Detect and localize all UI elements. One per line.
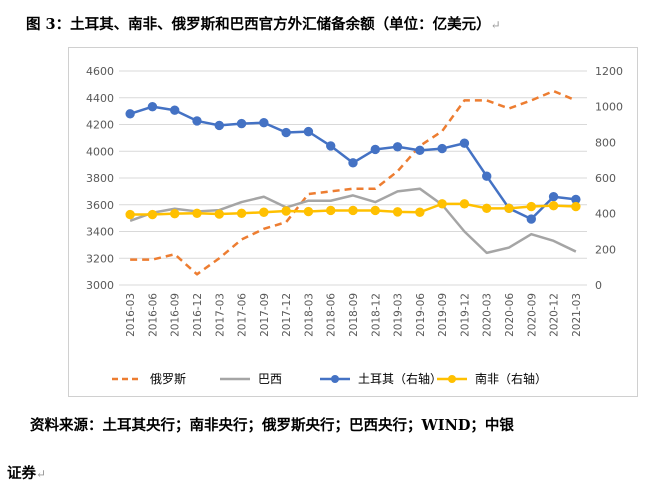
y-right-tick-label: 800 — [595, 136, 616, 149]
x-tick-label: 2021-03 — [571, 293, 583, 337]
y-left-tick-label: 4600 — [86, 65, 114, 78]
y-left-tick-label: 4000 — [86, 145, 114, 158]
x-tick-label: 2016-03 — [125, 293, 137, 337]
data-point — [392, 207, 403, 217]
x-tick-label: 2017-09 — [259, 293, 271, 337]
data-point — [548, 200, 559, 211]
data-point — [415, 207, 425, 217]
data-point — [459, 199, 470, 209]
x-tick-label: 2018-06 — [326, 293, 338, 337]
data-point — [236, 208, 247, 219]
data-point — [326, 205, 336, 216]
y-left-tick-label: 4400 — [86, 92, 114, 105]
data-point — [303, 206, 314, 217]
source-note-continued: 证券↵ — [7, 465, 47, 482]
data-point — [281, 127, 291, 138]
chart-frame: 3000 3200 3400 3600 3800 4000 4200 4400 4600 0 200… — [68, 47, 638, 397]
series-line — [129, 187, 577, 255]
data-point — [192, 208, 202, 219]
data-point — [482, 203, 492, 214]
data-point — [125, 109, 135, 119]
data-point — [326, 141, 336, 151]
legend-item: 俄罗斯 — [110, 370, 186, 387]
line-chart: 3000 3200 3400 3600 3800 4000 4200 4400 4600 0 200… — [86, 65, 623, 337]
data-point — [370, 144, 380, 155]
legend-label: 巴西 — [258, 372, 283, 386]
data-point — [526, 201, 536, 212]
data-point — [147, 101, 158, 112]
data-point — [482, 171, 492, 181]
legend-label: 南非（右轴） — [475, 372, 548, 386]
x-tick-label: 2020-12 — [549, 293, 561, 337]
legend-swatch-icon — [112, 377, 142, 380]
x-tick-label: 2019-12 — [459, 293, 471, 337]
x-tick-label: 2020-03 — [482, 293, 494, 337]
x-tick-label: 2018-12 — [370, 293, 382, 337]
legend-swatch-icon — [320, 374, 350, 383]
legend-item: 南非（右轴） — [435, 370, 547, 387]
legend-item: 土耳其（右轴） — [318, 370, 442, 387]
x-tick-label: 2019-03 — [393, 293, 405, 337]
data-point — [571, 201, 581, 212]
data-point — [348, 205, 358, 216]
data-point — [415, 145, 425, 156]
y-right-tick-label: 0 — [595, 279, 602, 292]
x-tick-label: 2016-09 — [170, 293, 182, 337]
x-tick-label: 2020-09 — [526, 293, 538, 337]
data-point — [236, 118, 247, 129]
y-right-tick-label: 1000 — [595, 101, 623, 114]
data-point — [459, 138, 470, 148]
data-point — [437, 143, 447, 154]
data-point — [170, 208, 180, 219]
y-left-tick-label: 4200 — [86, 119, 114, 132]
paragraph-mark-icon: ↵ — [490, 18, 501, 32]
series-line — [130, 89, 577, 276]
y-right-tick-label: 200 — [595, 243, 616, 256]
y-left-tick-label: 3000 — [86, 279, 114, 292]
data-point — [548, 192, 559, 202]
y-right-tick-label: 600 — [595, 172, 616, 185]
y-left-tick-label: 3400 — [86, 226, 114, 239]
source-note: 资料来源：土耳其央行；南非央行；俄罗斯央行；巴西央行；WIND；中银 — [30, 417, 514, 434]
paragraph-mark-icon: ↵ — [36, 467, 47, 481]
x-tick-label: 2019-09 — [437, 293, 449, 337]
y-left-tick-label: 3200 — [86, 252, 114, 265]
legend-label: 俄罗斯 — [150, 372, 187, 386]
figure-title: 图 3：土耳其、南非、俄罗斯和巴西官方外汇储备余额（单位：亿美元）↵ — [26, 16, 501, 33]
data-point — [370, 205, 380, 216]
x-tick-label: 2017-12 — [281, 293, 293, 337]
x-tick-label: 2017-06 — [237, 293, 249, 337]
data-point — [392, 142, 403, 152]
data-point — [259, 118, 269, 128]
data-point — [281, 206, 291, 216]
x-tick-label: 2016-06 — [147, 293, 159, 337]
data-point — [192, 116, 202, 126]
legend-item: 巴西 — [218, 370, 282, 387]
y-right-tick-label: 400 — [595, 208, 616, 221]
data-point — [348, 158, 358, 168]
chart-legend: 俄罗斯 巴西 土耳其（右轴） 南非（右轴） — [110, 370, 630, 388]
data-point — [125, 209, 135, 220]
data-point — [504, 203, 514, 214]
data-point — [437, 199, 447, 209]
x-tick-label: 2018-09 — [348, 293, 360, 337]
data-point — [526, 214, 536, 224]
legend-swatch-icon — [220, 377, 250, 380]
x-tick-label: 2020-06 — [504, 293, 516, 337]
data-point — [303, 126, 314, 137]
y-right-tick-label: 1200 — [595, 65, 623, 78]
x-tick-label: 2016-12 — [192, 293, 204, 337]
data-point — [170, 105, 180, 115]
data-point — [147, 209, 158, 220]
legend-swatch-icon — [437, 374, 467, 383]
data-point — [259, 207, 269, 217]
y-left-tick-label: 3800 — [86, 172, 114, 185]
x-tick-label: 2019-06 — [415, 293, 427, 337]
x-tick-label: 2018-03 — [303, 293, 315, 337]
legend-label: 土耳其（右轴） — [358, 372, 443, 386]
x-tick-label: 2017-03 — [214, 293, 226, 337]
y-left-tick-label: 3600 — [86, 199, 114, 212]
data-point — [214, 209, 224, 219]
data-point — [214, 120, 224, 131]
